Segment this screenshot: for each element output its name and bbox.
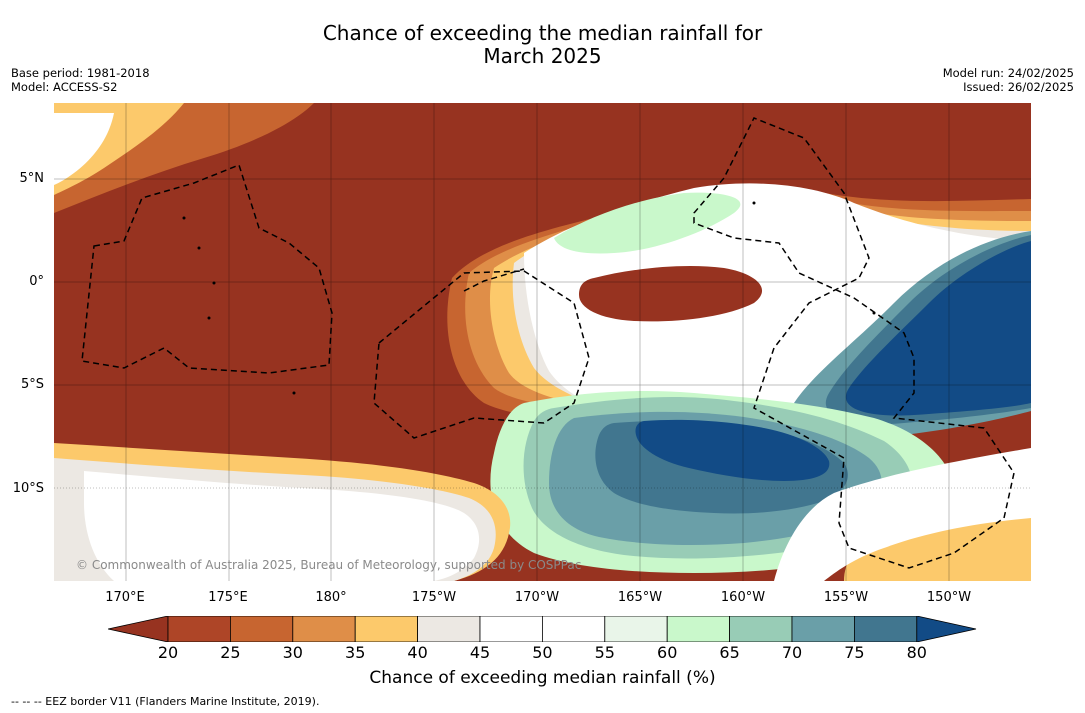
lon-label-150w: 150°W xyxy=(926,590,972,605)
model-text: Model: ACCESS-S2 xyxy=(11,80,118,94)
rainfall-probability-map xyxy=(54,103,1031,581)
colorbar-40-45 xyxy=(417,616,481,642)
model-run-text: Model run: 24/02/2025 xyxy=(942,66,1074,80)
eez-border-legend: -- -- -- EEZ border V11 (Flanders Marine… xyxy=(11,695,320,708)
south-navy xyxy=(635,419,830,481)
southeast-white xyxy=(774,448,1031,581)
copyright-text: © Commonwealth of Australia 2025, Bureau… xyxy=(76,558,582,572)
lon-label-170e: 170°E xyxy=(105,590,145,605)
colorbar-tick-55: 55 xyxy=(594,643,615,662)
colorbar-30-35 xyxy=(292,616,356,642)
dry-pocket xyxy=(579,266,763,322)
lon-label-155w: 155°W xyxy=(823,590,869,605)
colorbar-35-40 xyxy=(354,616,418,642)
map-canvas xyxy=(54,103,1031,581)
colorbar-tick-45: 45 xyxy=(469,643,491,662)
lat-label-0: 0° xyxy=(29,274,44,289)
east-blue-deep xyxy=(845,241,1031,416)
colorbar-tick-80: 80 xyxy=(906,643,927,662)
colorbar-50-55 xyxy=(541,616,606,642)
colorbar-60-65 xyxy=(666,616,731,642)
colorbar-tick-25: 25 xyxy=(220,643,241,662)
meta-right: Model run: 24/02/2025 Issued: 26/02/2025 xyxy=(943,66,1074,94)
gridlines xyxy=(54,103,1031,581)
eez-kiribati xyxy=(693,117,1015,569)
colorbar-65-70 xyxy=(729,616,793,642)
colorbar-below-20 xyxy=(108,616,169,642)
colorbar-tick-50: 50 xyxy=(532,643,553,662)
colorbar-45-50 xyxy=(479,616,543,642)
colorbar-above-80 xyxy=(916,616,977,642)
chart-title: Chance of exceeding the median rainfall … xyxy=(0,22,1085,68)
title-line-2: March 2025 xyxy=(483,44,602,68)
islands xyxy=(182,201,876,395)
lon-label-175e: 175°E xyxy=(208,590,248,605)
colorbar xyxy=(108,616,977,642)
lon-label-160w: 160°W xyxy=(720,590,766,605)
southwest-white xyxy=(84,471,480,581)
colorbar-tick-75: 75 xyxy=(844,643,865,662)
eez-borders xyxy=(81,117,1015,569)
base-period-text: Base period: 1981-2018 xyxy=(11,66,150,80)
title-line-1: Chance of exceeding the median rainfall … xyxy=(322,21,763,45)
colorbar-label: Chance of exceeding median rainfall (%) xyxy=(369,668,716,688)
lon-label-165w: 165°W xyxy=(617,590,663,605)
colorbar-75-80 xyxy=(854,616,918,642)
colorbar-tick-65: 65 xyxy=(719,643,740,662)
issued-text: Issued: 26/02/2025 xyxy=(963,80,1074,94)
lat-label-10s: 10°S xyxy=(12,481,44,496)
eez-tuvalu xyxy=(81,164,333,374)
lon-label-175w: 175°W xyxy=(411,590,457,605)
meta-left: Base period: 1981-2018 Model: ACCESS-S2 xyxy=(11,66,150,94)
northwest-white xyxy=(54,113,114,185)
central-band-green xyxy=(554,192,741,254)
lon-label-170w: 170°W xyxy=(514,590,560,605)
eez-tokelau xyxy=(373,270,590,439)
eez-line-phoenix xyxy=(463,268,525,292)
colorbar-tick-70: 70 xyxy=(781,643,803,662)
lon-label-180: 180° xyxy=(315,590,347,605)
colorbar-tick-40: 40 xyxy=(407,643,428,662)
colorbar-25-30 xyxy=(230,616,294,642)
colorbar-tick-35: 35 xyxy=(345,643,366,662)
lat-label-5n: 5°N xyxy=(19,171,45,186)
colorbar-tick-30: 30 xyxy=(282,643,303,662)
colorbar-tick-60: 60 xyxy=(657,643,678,662)
colorbar-55-60 xyxy=(604,616,668,642)
colorbar-20-25 xyxy=(167,616,231,642)
colorbar-70-75 xyxy=(791,616,855,642)
lat-label-5s: 5°S xyxy=(20,377,44,392)
colorbar-tick-20: 20 xyxy=(157,643,179,662)
